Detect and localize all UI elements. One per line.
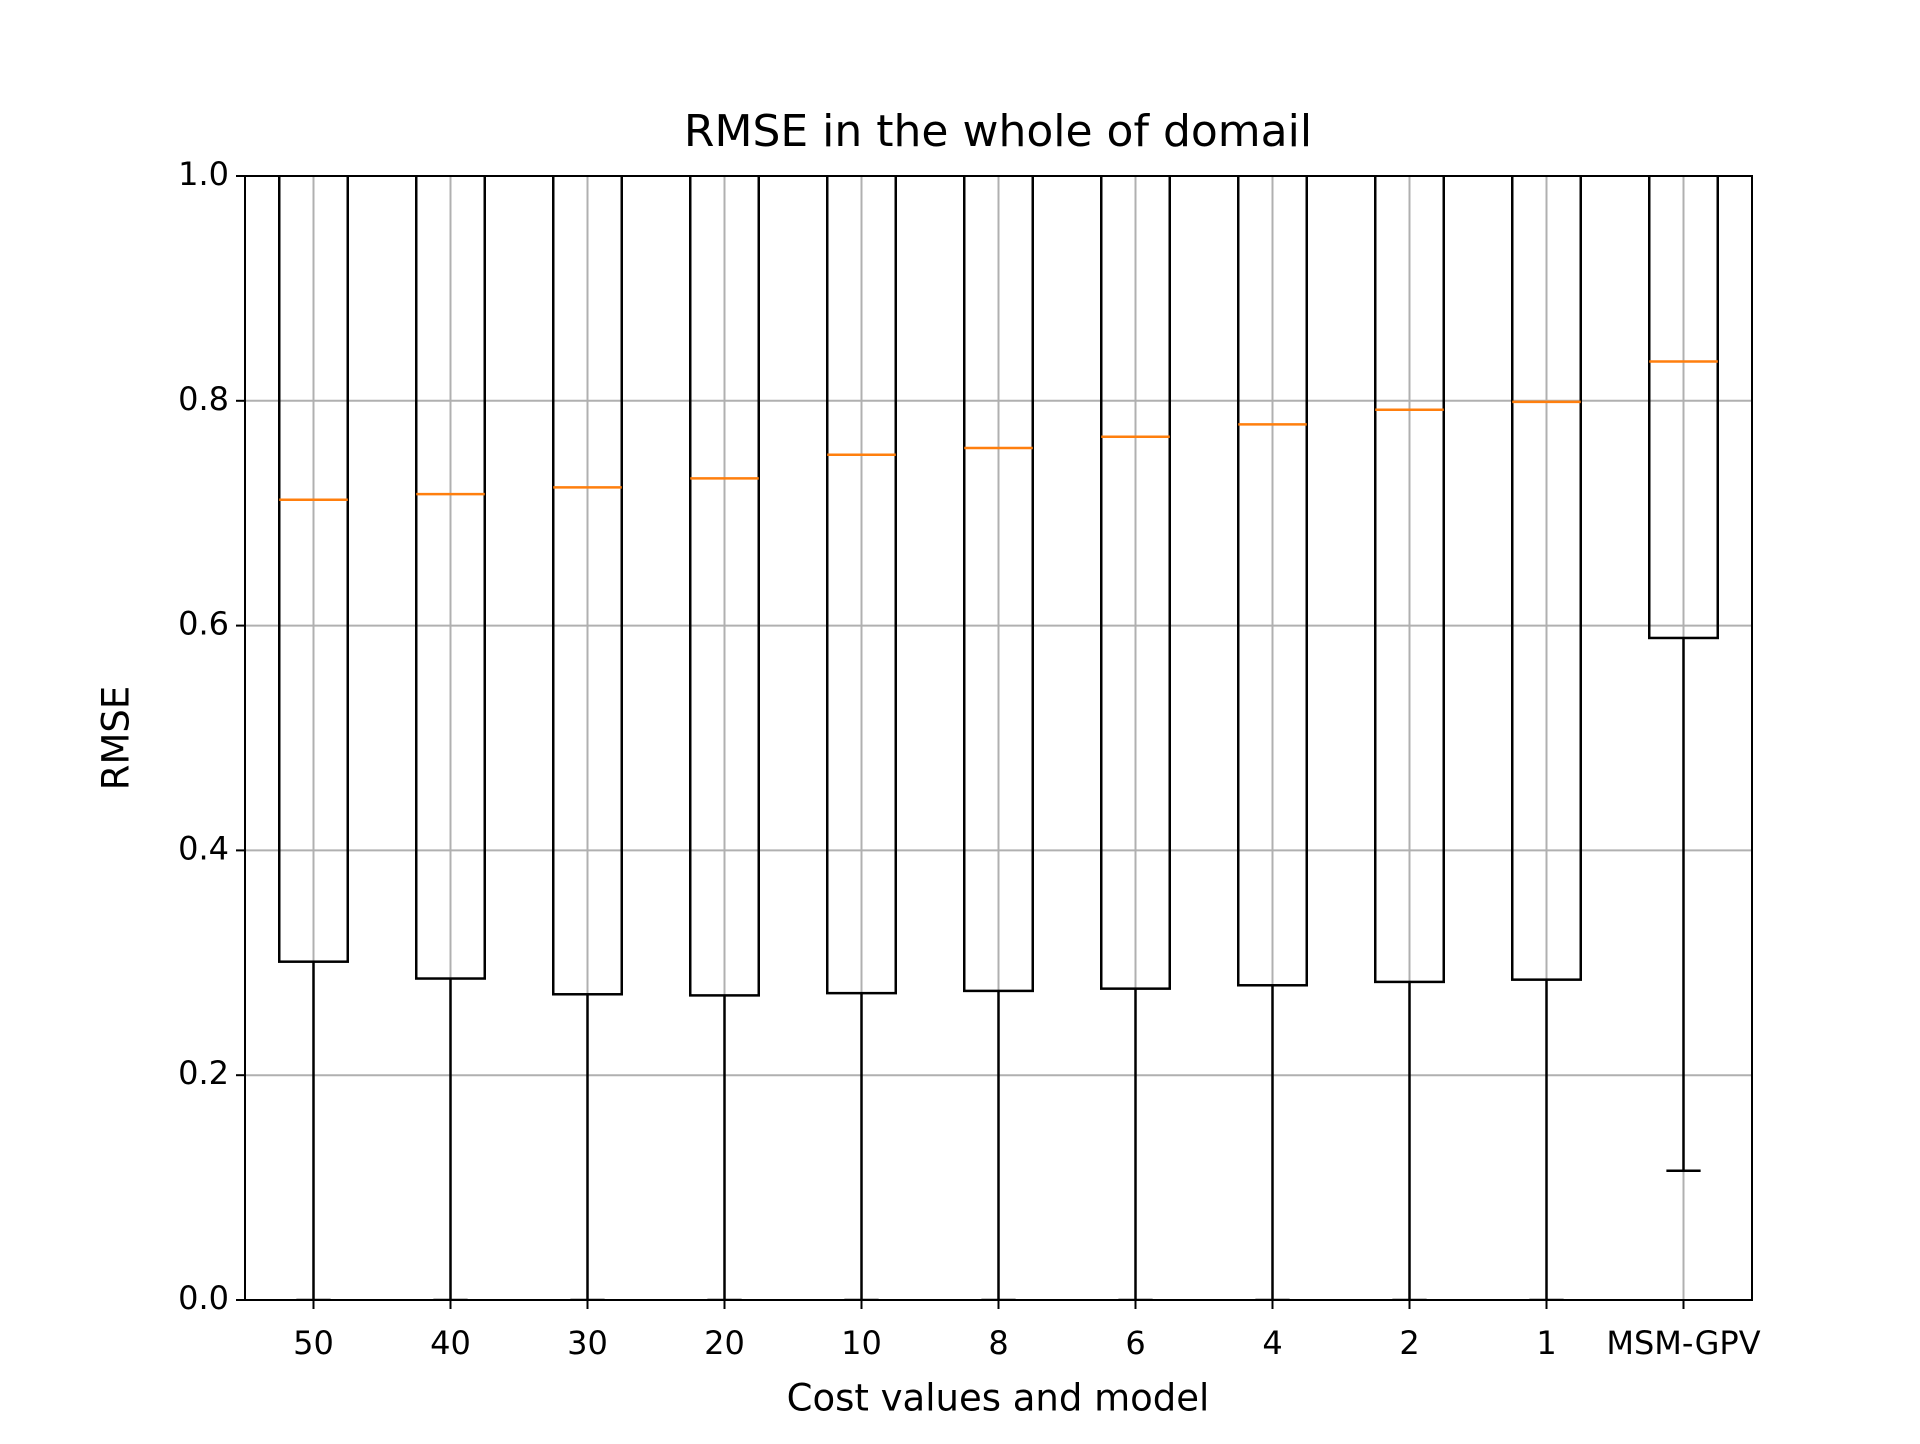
- box: [1237, 176, 1308, 987]
- box: [278, 176, 349, 963]
- x-tick-label: 6: [1125, 1324, 1145, 1362]
- x-tick-label: 8: [988, 1324, 1008, 1362]
- box: [1100, 176, 1171, 990]
- box: [689, 176, 760, 997]
- box: [415, 176, 486, 980]
- x-tick-label: 20: [704, 1324, 745, 1362]
- chart-title: RMSE in the whole of domail: [684, 106, 1312, 157]
- y-tick-label: 0.4: [178, 829, 229, 867]
- y-tick-label: 0.0: [178, 1279, 229, 1317]
- y-tick-label: 0.6: [178, 605, 229, 643]
- box: [1374, 176, 1445, 984]
- x-tick-label: 10: [841, 1324, 882, 1362]
- x-tick-label: 40: [430, 1324, 471, 1362]
- box: [552, 176, 623, 996]
- x-tick-label: MSM-GPV: [1606, 1324, 1760, 1362]
- box: [963, 176, 1034, 993]
- y-axis-label: RMSE: [95, 686, 138, 791]
- box: [1511, 176, 1582, 981]
- x-tick-label: 4: [1262, 1324, 1282, 1362]
- y-tick-label: 0.8: [178, 380, 229, 418]
- tick-labels: 0.0 0.2 0.4 0.6 0.8 1.0 50 40 30 20 10 8 6 4 2 1 MSM-GPV: [178, 155, 1761, 1362]
- x-axis-label: Cost values and model: [787, 1377, 1210, 1420]
- box: [826, 176, 897, 995]
- x-tick-label: 2: [1399, 1324, 1419, 1362]
- box: [1648, 176, 1719, 640]
- x-tick-label: 1: [1536, 1324, 1556, 1362]
- x-tick-label: 50: [293, 1324, 334, 1362]
- x-tick-label: 30: [567, 1324, 608, 1362]
- y-tick-label: 1.0: [178, 155, 229, 193]
- y-tick-label: 0.2: [178, 1054, 229, 1092]
